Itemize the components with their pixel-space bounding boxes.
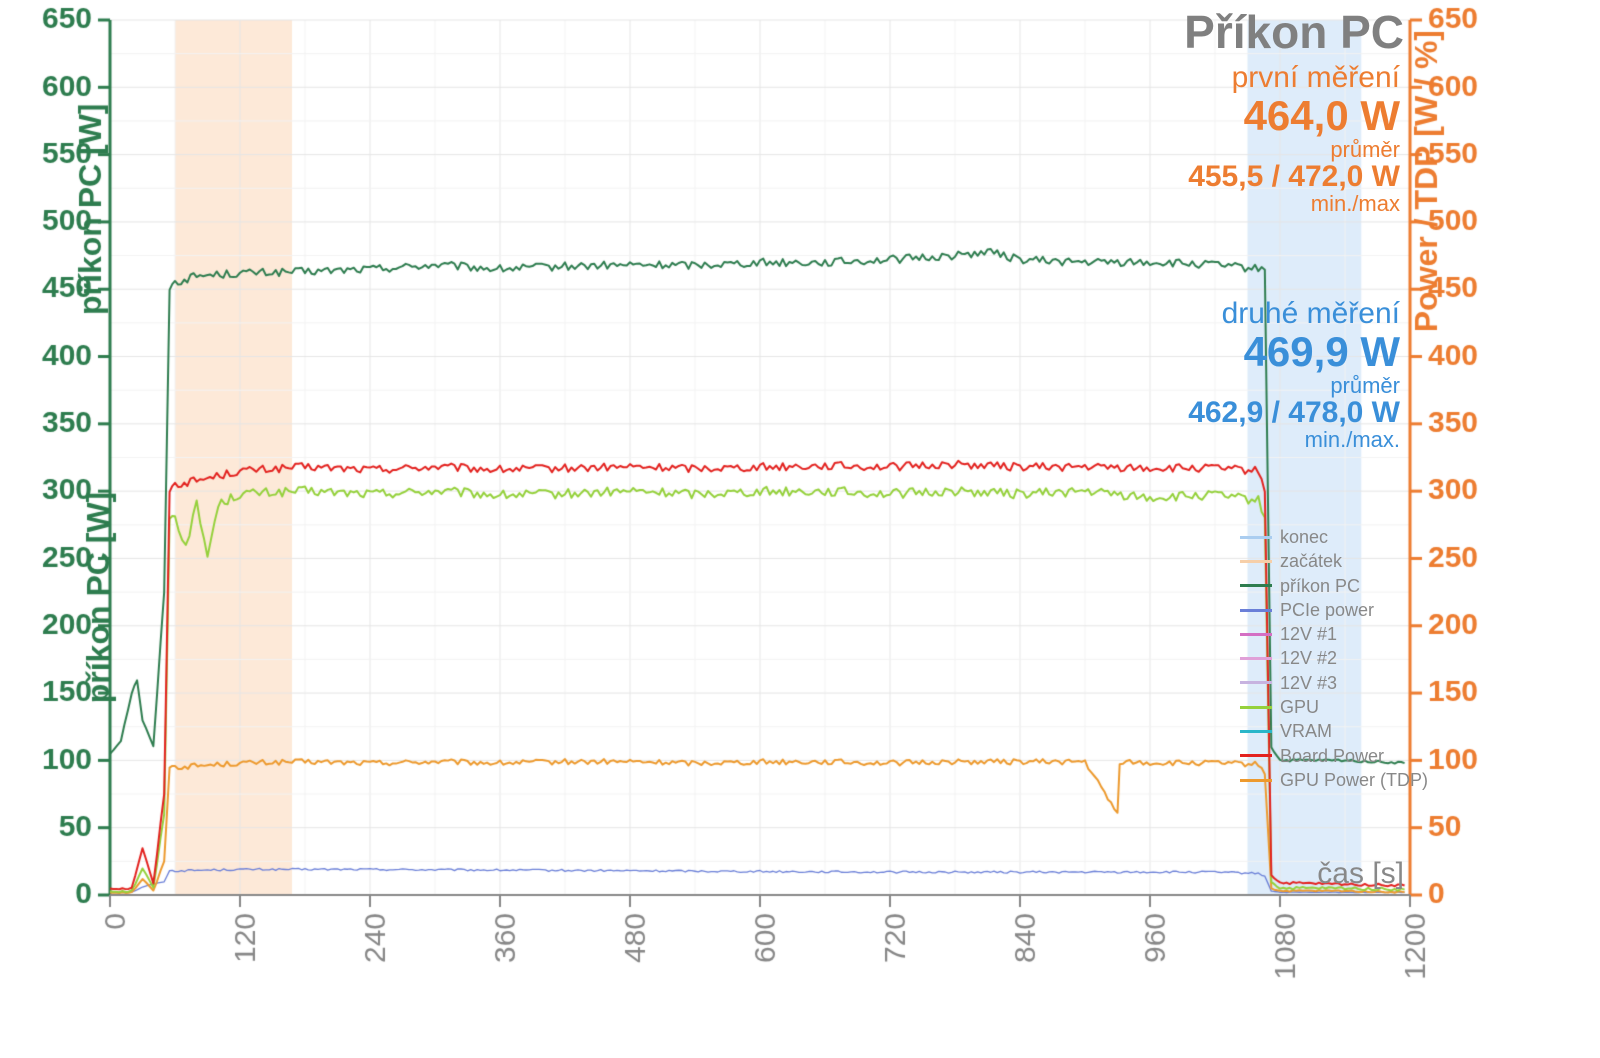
legend-item: VRAM bbox=[1240, 719, 1428, 743]
legend-item: příkon PC bbox=[1240, 574, 1428, 598]
m2-minmax: 462,9 / 478,0 W bbox=[1188, 397, 1400, 429]
legend: koneczačátekpříkon PCPCIe power12V #112V… bbox=[1240, 525, 1428, 792]
m2-sub2: min./max. bbox=[1188, 428, 1400, 451]
chart-title: Příkon PC bbox=[1184, 8, 1404, 56]
m2-sub1: průměr bbox=[1188, 374, 1400, 397]
m1-heading: první měření bbox=[1188, 62, 1400, 94]
m1-sub2: min./max bbox=[1188, 192, 1400, 215]
legend-item: 12V #3 bbox=[1240, 671, 1428, 695]
legend-item: začátek bbox=[1240, 549, 1428, 573]
legend-item: 12V #1 bbox=[1240, 622, 1428, 646]
measurement-1: první měření 464,0 W průměr 455,5 / 472,… bbox=[1188, 62, 1400, 215]
legend-item: Board Power bbox=[1240, 744, 1428, 768]
watermark-logo: pctuning bbox=[1596, 838, 1600, 1058]
legend-item: 12V #2 bbox=[1240, 646, 1428, 670]
measurement-2: druhé měření 469,9 W průměr 462,9 / 478,… bbox=[1188, 298, 1400, 451]
m2-heading: druhé měření bbox=[1188, 298, 1400, 330]
m1-value: 464,0 W bbox=[1188, 94, 1400, 138]
x-axis-label: čas [s] bbox=[1317, 858, 1404, 890]
legend-item: PCIe power bbox=[1240, 598, 1428, 622]
m1-sub1: průměr bbox=[1188, 138, 1400, 161]
legend-item: GPU bbox=[1240, 695, 1428, 719]
m2-value: 469,9 W bbox=[1188, 330, 1400, 374]
legend-item: GPU Power (TDP) bbox=[1240, 768, 1428, 792]
m1-minmax: 455,5 / 472,0 W bbox=[1188, 161, 1400, 193]
legend-item: konec bbox=[1240, 525, 1428, 549]
